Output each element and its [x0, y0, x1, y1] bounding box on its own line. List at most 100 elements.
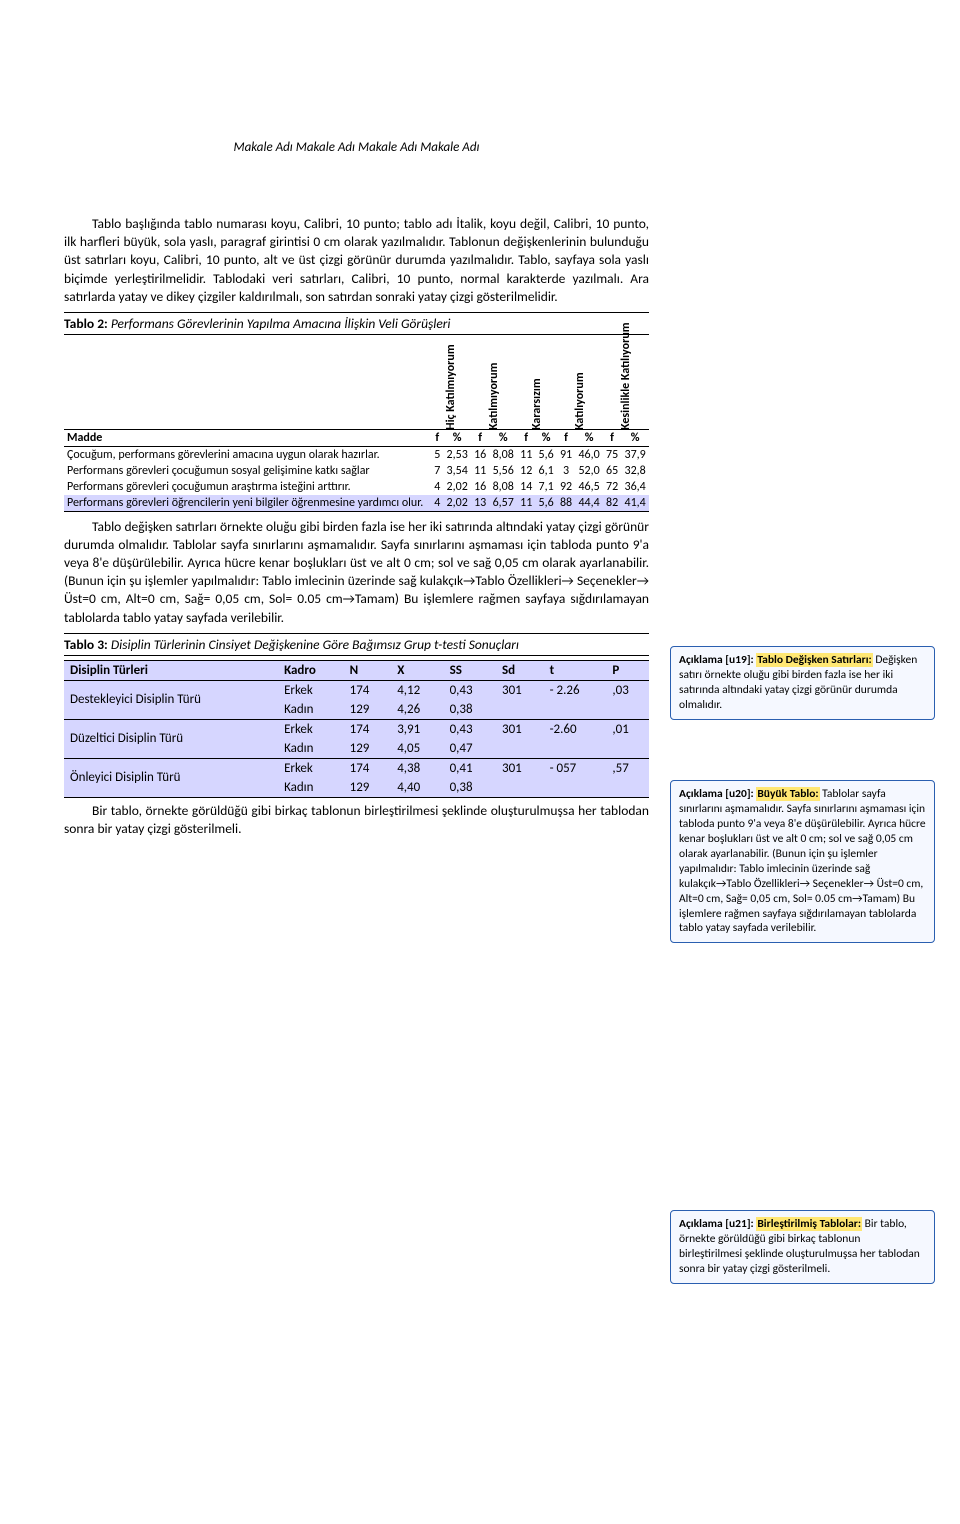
comment-u21-tag: Açıklama [u21]:: [679, 1217, 754, 1231]
table2-cell: 46,0: [575, 446, 603, 463]
table3-caption: Tablo 3: Disiplin Türlerinin Cinsiyet De…: [64, 633, 649, 656]
table2-cell: 11: [471, 463, 489, 479]
table3-cell: Kadın: [278, 739, 344, 759]
table2-cell: 4: [431, 495, 443, 512]
table2-cell: 5: [431, 446, 443, 463]
comment-u21[interactable]: Açıklama [u21]: Birleştirilmiş Tablolar:…: [670, 1210, 935, 1284]
table2-row-label: Performans görevleri çocuğumun sosyal ge…: [64, 463, 431, 479]
table3-group-name: Destekleyici Disiplin Türü: [64, 680, 278, 719]
comment-u19-subject: Tablo Değişken Satırları:: [756, 653, 872, 667]
table2-cell: 2,02: [443, 495, 471, 512]
t2-sub-3: %: [489, 429, 517, 446]
table2-caption-num: Tablo 2:: [64, 315, 108, 332]
table3-caption-num: Tablo 3:: [64, 636, 108, 653]
table3-cell: [544, 739, 607, 759]
vhead-3: Katılıyorum: [573, 412, 587, 430]
document-page: Makale Adı Makale Adı Makale Adı Makale …: [64, 140, 649, 844]
table2-cell: 36,4: [621, 479, 649, 495]
table2-cell: 14: [517, 479, 535, 495]
table3-cell: 301: [496, 719, 544, 739]
table2-header-row: Madde f % f % f % f % f %: [64, 429, 649, 446]
table2-caption: Tablo 2: Performans Görevlerinin Yapılma…: [64, 312, 649, 335]
t3-col-4: SS: [444, 660, 496, 680]
table2-row: Çocuğum, performans görevlerini amacına …: [64, 446, 649, 463]
t3-col-0: Disiplin Türleri: [64, 660, 278, 680]
table3-row: Destekleyici Disiplin TürüErkek1744,120,…: [64, 680, 649, 700]
table2-row: Performans görevleri çocuğumun araştırma…: [64, 479, 649, 495]
table3-cell: Erkek: [278, 680, 344, 700]
table3-cell: [496, 778, 544, 798]
table2-cell: 88: [557, 495, 575, 512]
page-number: 3: [128, 869, 713, 884]
table2-row-label: Performans görevleri öğrencilerin yeni b…: [64, 495, 431, 512]
table3-caption-title: Disiplin Türlerinin Cinsiyet Değişkenine…: [111, 636, 519, 653]
table3-cell: 4,26: [391, 700, 443, 720]
table3-cell: 0,38: [444, 700, 496, 720]
table3-group-name: Önleyici Disiplin Türü: [64, 758, 278, 797]
table3-cell: [606, 739, 649, 759]
table2-cell: 5,6: [535, 446, 556, 463]
table2-cell: 75: [603, 446, 621, 463]
comment-u20-body: Tablolar sayfa sınırlarını aşmamalıdır. …: [679, 787, 926, 935]
comment-u21-subject: Birleştirilmiş Tablolar:: [756, 1217, 862, 1231]
table3-cell: ,01: [606, 719, 649, 739]
table3-cell: [606, 778, 649, 798]
t2-sub-5: %: [535, 429, 556, 446]
vhead-4: Kesinlikle Katılıyorum: [619, 412, 633, 430]
table2-cell: 46,5: [575, 479, 603, 495]
table2-cell: 72: [603, 479, 621, 495]
t2-sub-2: f: [471, 429, 489, 446]
madde-header: Madde: [64, 429, 431, 446]
table3-cell: 174: [344, 680, 392, 700]
table-2: Hiç Katılmıyorum Katılmıyorum Kararsızım…: [64, 339, 649, 512]
table3-cell: [606, 700, 649, 720]
table3-cell: 301: [496, 680, 544, 700]
table3-cell: 0,47: [444, 739, 496, 759]
table3-cell: 174: [344, 719, 392, 739]
t3-col-5: Sd: [496, 660, 544, 680]
table2-row: Performans görevleri çocuğumun sosyal ge…: [64, 463, 649, 479]
table2-cell: 3: [557, 463, 575, 479]
t2-sub-6: f: [557, 429, 575, 446]
table3-cell: 129: [344, 778, 392, 798]
table3-cell: 4,40: [391, 778, 443, 798]
t3-col-1: Kadro: [278, 660, 344, 680]
paragraph-2: Tablo değişken satırları örnekte oluğu g…: [64, 518, 649, 627]
t2-sub-7: %: [575, 429, 603, 446]
table2-cell: 65: [603, 463, 621, 479]
t2-sub-1: %: [443, 429, 471, 446]
paragraph-1: Tablo başlığında tablo numarası koyu, Ca…: [64, 215, 649, 306]
table2-cell: 16: [471, 479, 489, 495]
table3-row: Düzeltici Disiplin TürüErkek1743,910,433…: [64, 719, 649, 739]
table3-cell: [544, 778, 607, 798]
comment-u20[interactable]: Açıklama [u20]: Büyük Tablo: Tablolar sa…: [670, 780, 935, 943]
table2-cell: 6,57: [489, 495, 517, 512]
table2-cell: 5,56: [489, 463, 517, 479]
table2-cell: 8,08: [489, 446, 517, 463]
table3-cell: 0,43: [444, 719, 496, 739]
table2-cell: 7: [431, 463, 443, 479]
table2-caption-title: Performans Görevlerinin Yapılma Amacına …: [111, 315, 451, 332]
table2-cell: 11: [517, 446, 535, 463]
table2-row-label: Çocuğum, performans görevlerini amacına …: [64, 446, 431, 463]
comment-u19-tag: Açıklama [u19]:: [679, 653, 754, 667]
table2-cell: 12: [517, 463, 535, 479]
table2-vertical-headers: Hiç Katılmıyorum Katılmıyorum Kararsızım…: [64, 339, 649, 429]
table3-cell: 301: [496, 758, 544, 778]
table3-cell: [496, 739, 544, 759]
comment-u20-tag: Açıklama [u20]:: [679, 787, 754, 801]
table2-cell: 92: [557, 479, 575, 495]
comment-u19[interactable]: Açıklama [u19]: Tablo Değişken Satırları…: [670, 646, 935, 720]
table2-cell: 7,1: [535, 479, 556, 495]
table2-row-label: Performans görevleri çocuğumun araştırma…: [64, 479, 431, 495]
table2-cell: 3,54: [443, 463, 471, 479]
t3-col-3: X: [391, 660, 443, 680]
table3-row: Önleyici Disiplin TürüErkek1744,380,4130…: [64, 758, 649, 778]
table3-header-row: Disiplin Türleri Kadro N X SS Sd t P: [64, 660, 649, 680]
t2-sub-0: f: [431, 429, 443, 446]
table2-cell: 8,08: [489, 479, 517, 495]
table3-cell: ,03: [606, 680, 649, 700]
table3-cell: Erkek: [278, 758, 344, 778]
table2-cell: 16: [471, 446, 489, 463]
table3-cell: Kadın: [278, 778, 344, 798]
